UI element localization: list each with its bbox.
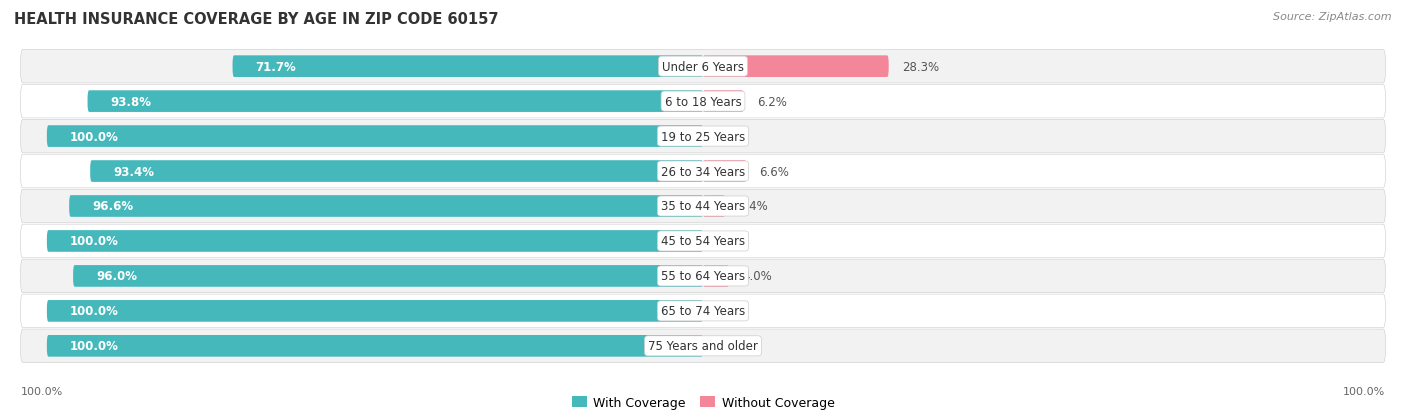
FancyBboxPatch shape: [69, 196, 703, 217]
Text: 93.4%: 93.4%: [112, 165, 155, 178]
Text: 26 to 34 Years: 26 to 34 Years: [661, 165, 745, 178]
Text: 100.0%: 100.0%: [70, 305, 118, 318]
FancyBboxPatch shape: [46, 126, 703, 147]
Text: 93.8%: 93.8%: [111, 95, 152, 108]
Text: 6.2%: 6.2%: [756, 95, 787, 108]
FancyBboxPatch shape: [21, 190, 1385, 223]
FancyBboxPatch shape: [21, 50, 1385, 84]
FancyBboxPatch shape: [703, 161, 747, 183]
Text: Under 6 Years: Under 6 Years: [662, 61, 744, 74]
Text: 0.0%: 0.0%: [716, 305, 745, 318]
FancyBboxPatch shape: [21, 259, 1385, 293]
FancyBboxPatch shape: [21, 120, 1385, 154]
Text: 71.7%: 71.7%: [256, 61, 297, 74]
Text: 100.0%: 100.0%: [70, 339, 118, 352]
FancyBboxPatch shape: [73, 266, 703, 287]
Text: 65 to 74 Years: 65 to 74 Years: [661, 305, 745, 318]
FancyBboxPatch shape: [232, 56, 703, 78]
Text: Source: ZipAtlas.com: Source: ZipAtlas.com: [1274, 12, 1392, 22]
Text: 6.6%: 6.6%: [759, 165, 789, 178]
Text: 100.0%: 100.0%: [70, 130, 118, 143]
FancyBboxPatch shape: [46, 300, 703, 322]
Text: 45 to 54 Years: 45 to 54 Years: [661, 235, 745, 248]
Text: 3.4%: 3.4%: [738, 200, 768, 213]
FancyBboxPatch shape: [703, 196, 725, 217]
Text: HEALTH INSURANCE COVERAGE BY AGE IN ZIP CODE 60157: HEALTH INSURANCE COVERAGE BY AGE IN ZIP …: [14, 12, 499, 27]
FancyBboxPatch shape: [46, 335, 703, 357]
FancyBboxPatch shape: [21, 329, 1385, 363]
Text: 6 to 18 Years: 6 to 18 Years: [665, 95, 741, 108]
Text: 96.6%: 96.6%: [93, 200, 134, 213]
FancyBboxPatch shape: [703, 91, 744, 113]
FancyBboxPatch shape: [21, 294, 1385, 328]
Text: 19 to 25 Years: 19 to 25 Years: [661, 130, 745, 143]
Text: 4.0%: 4.0%: [742, 270, 772, 283]
FancyBboxPatch shape: [46, 230, 703, 252]
Text: 55 to 64 Years: 55 to 64 Years: [661, 270, 745, 283]
Legend: With Coverage, Without Coverage: With Coverage, Without Coverage: [567, 391, 839, 413]
Text: 0.0%: 0.0%: [716, 339, 745, 352]
Text: 100.0%: 100.0%: [70, 235, 118, 248]
FancyBboxPatch shape: [87, 91, 703, 113]
FancyBboxPatch shape: [21, 155, 1385, 188]
Text: 35 to 44 Years: 35 to 44 Years: [661, 200, 745, 213]
Text: 0.0%: 0.0%: [716, 130, 745, 143]
FancyBboxPatch shape: [21, 85, 1385, 119]
FancyBboxPatch shape: [21, 225, 1385, 258]
Text: 28.3%: 28.3%: [901, 61, 939, 74]
Text: 100.0%: 100.0%: [21, 386, 63, 396]
FancyBboxPatch shape: [703, 266, 730, 287]
Text: 0.0%: 0.0%: [716, 235, 745, 248]
FancyBboxPatch shape: [90, 161, 703, 183]
Text: 100.0%: 100.0%: [1343, 386, 1385, 396]
Text: 96.0%: 96.0%: [96, 270, 136, 283]
FancyBboxPatch shape: [703, 56, 889, 78]
Text: 75 Years and older: 75 Years and older: [648, 339, 758, 352]
